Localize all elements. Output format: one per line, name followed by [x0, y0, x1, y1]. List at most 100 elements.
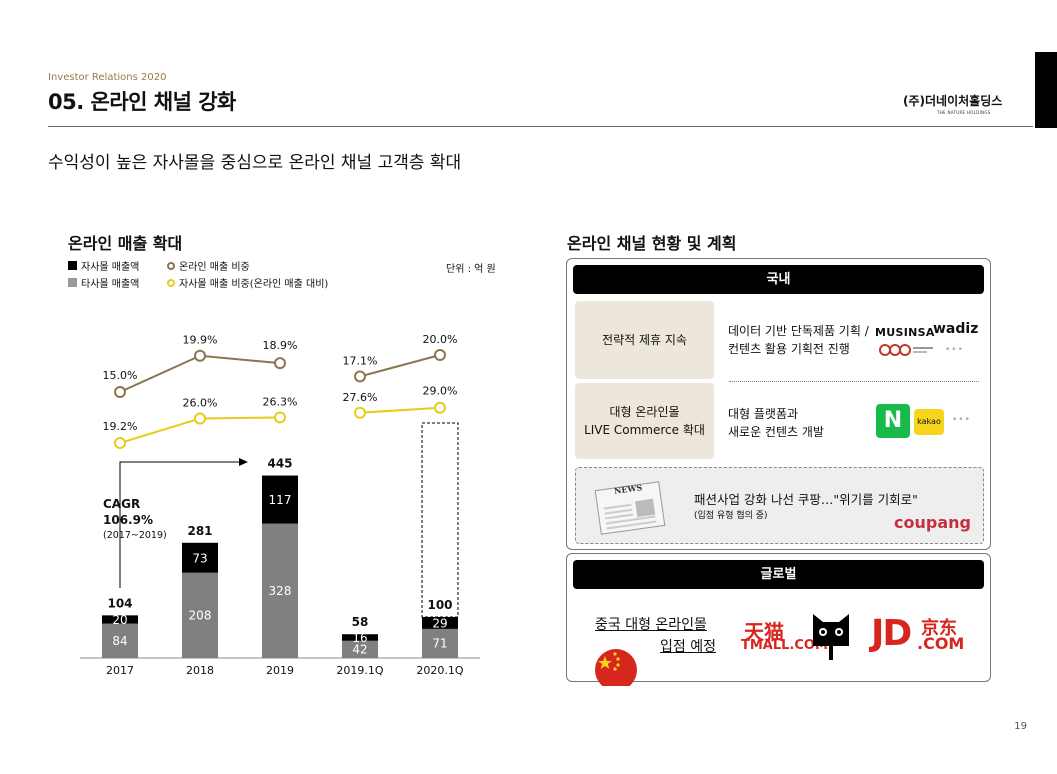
bar-own-sales: [422, 617, 458, 629]
series-line: [359, 406, 441, 414]
legend-label: 타사몰 매출액: [81, 279, 140, 290]
bar-other-sales: [102, 623, 138, 658]
legend-item-own-ratio: 자사몰 매출 비중(온라인 매출 대비): [167, 275, 328, 290]
sales-chart: 84 20 104 2017 208 73 281 2018 328 117 445 2019 4216…: [80, 333, 480, 677]
global-panel: 글로벌 중국 대형 온라인몰 입점 예정 天猫 TMALL.COM JD 京东 …: [566, 553, 991, 686]
series-point: [194, 412, 206, 425]
legend-label: 온라인 매출 비중: [179, 262, 250, 273]
tmall-logo-en: TMALL.COM: [741, 638, 828, 653]
series-value-label: 19.2%: [103, 420, 138, 433]
x-tick-label: 2019: [266, 664, 294, 677]
bar-other-sales: [262, 523, 298, 658]
bar-other-value-label: 42: [352, 642, 367, 656]
series-value-label: 18.9%: [263, 339, 298, 352]
bar-own-value-label: 20: [112, 613, 127, 627]
page-title: 05. 온라인 채널 강화: [48, 90, 236, 114]
bar-total-label: 100: [427, 598, 452, 612]
cagr-label: CAGR: [103, 497, 141, 511]
desc-line: 대형 플랫폼과: [728, 407, 799, 421]
bar-other-value-label: 71: [432, 636, 447, 650]
desc-line: 컨텐츠 활용 기획전 진행: [728, 342, 850, 356]
cagr-value: 106.9%: [103, 513, 153, 527]
large-mall-box: 대형 온라인몰 LIVE Commerce 확대: [575, 383, 714, 459]
naver-logo: N: [876, 404, 910, 438]
bar-total-label: 445: [267, 457, 292, 471]
page-number: 19: [1014, 721, 1027, 732]
cagr-arrow-head: [239, 458, 248, 466]
chart-section-title: 온라인 매출 확대: [68, 234, 183, 253]
cagr-arrow-line: [119, 461, 240, 588]
legend-label: 자사몰 매출액: [81, 262, 140, 273]
series-line: [359, 354, 441, 378]
large-mall-label: 대형 온라인몰: [609, 405, 680, 419]
musinsa-logo: MUSINSA: [875, 326, 935, 339]
bar-own-value-label: 117: [269, 493, 292, 507]
report-series-label: Investor Relations 2020: [48, 72, 167, 83]
bar-own-value-label: 16: [352, 631, 367, 645]
series-value-label: 29.0%: [423, 385, 458, 398]
desc-line: 새로운 컨텐츠 개발: [728, 425, 824, 439]
legend-item-other-sales: 타사몰 매출액: [68, 275, 139, 290]
large-mall-desc: 대형 플랫폼과 새로운 컨텐츠 개발: [728, 405, 824, 441]
bar-total-label: 281: [187, 524, 212, 538]
coupang-news-sub: (입점 유형 협의 중): [694, 511, 768, 521]
bar-own-value-label: 29: [432, 616, 447, 630]
jd-logo: JD: [871, 613, 912, 654]
kakao-logo: kakao: [914, 409, 944, 435]
china-mall-text: 중국 대형 온라인몰: [595, 617, 707, 633]
series-point: [114, 437, 126, 449]
row-divider: [729, 381, 979, 382]
series-value-label: 27.6%: [343, 391, 378, 404]
x-tick-label: 2017: [106, 664, 134, 677]
series-point: [354, 370, 366, 383]
china-flag-icon: [595, 649, 637, 686]
black-square-icon: [68, 261, 77, 270]
bar-own-sales: [102, 615, 138, 624]
series-point: [354, 406, 366, 419]
strategic-alliance-label: 전략적 제휴 지속: [602, 333, 687, 347]
series-point: [114, 386, 126, 398]
china-entry-text: 입점 예정: [660, 639, 716, 655]
series-value-label: 17.1%: [343, 354, 378, 367]
series-point: [194, 349, 206, 362]
page-subtitle: 수익성이 높은 자사몰을 중심으로 온라인 채널 고객층 확대: [48, 153, 462, 173]
wadiz-logo: wadiz: [933, 321, 979, 337]
chart-unit: 단위 : 억 원: [446, 264, 496, 275]
series-value-label: 19.9%: [183, 334, 218, 347]
company-logo-subtext: THE NATURE HOLDINGS: [937, 110, 991, 115]
bar-total-label: 104: [107, 596, 132, 610]
legend-item-online-ratio: 온라인 매출 비중: [167, 258, 328, 273]
series-point: [434, 349, 446, 361]
bar-own-sales: [262, 475, 298, 524]
desc-line: 데이터 기반 단독제품 기획 /: [728, 324, 869, 338]
x-tick-label: 2018: [186, 664, 214, 677]
bar-other-sales: [422, 628, 458, 658]
series-value-label: 26.3%: [263, 395, 298, 408]
bar-other-sales: [182, 572, 218, 658]
chart-legend: 자사몰 매출액 타사몰 매출액: [68, 258, 139, 290]
x-tick-label: 2020.1Q: [416, 664, 463, 677]
series-value-label: 20.0%: [423, 333, 458, 346]
more-dots-icon: •••: [945, 345, 964, 355]
bar-other-value-label: 208: [189, 608, 212, 622]
domestic-panel: 국내 전략적 제휴 지속 데이터 기반 단독제품 기획 / 컨텐츠 활용 기획전…: [566, 258, 991, 550]
jd-logo-en: .COM: [917, 634, 965, 653]
strategic-alliance-desc: 데이터 기반 단독제품 기획 / 컨텐츠 활용 기획전 진행: [728, 322, 869, 358]
cagr-period: (2017~2019): [103, 530, 167, 541]
jd-logo-cn: 京东: [921, 618, 957, 639]
series-value-label: 26.0%: [183, 397, 218, 410]
company-logo-text: (주)더네이처홀딩스: [903, 94, 1003, 108]
tmall-logo-cn: 天猫: [744, 620, 784, 644]
series-point: [434, 401, 446, 414]
bar-own-value-label: 73: [192, 551, 207, 565]
channel-section-title: 온라인 채널 현황 및 계획: [567, 234, 737, 253]
chart-legend-lines: 온라인 매출 비중 자사몰 매출 비중(온라인 매출 대비): [167, 258, 328, 290]
x-tick-label: 2019.1Q: [336, 664, 383, 677]
bar-other-sales: [342, 640, 378, 658]
legend-item-own-sales: 자사몰 매출액: [68, 258, 139, 273]
bar-own-sales: [342, 634, 378, 641]
series-point: [274, 357, 286, 370]
live-commerce-label: LIVE Commerce 확대: [584, 423, 705, 437]
coupang-news-box: NEWS 패션사업 강화 나선 쿠팡…"위기를 기회로" (입점 유형 협의 중…: [575, 467, 984, 544]
newspaper-icon: [594, 481, 666, 535]
